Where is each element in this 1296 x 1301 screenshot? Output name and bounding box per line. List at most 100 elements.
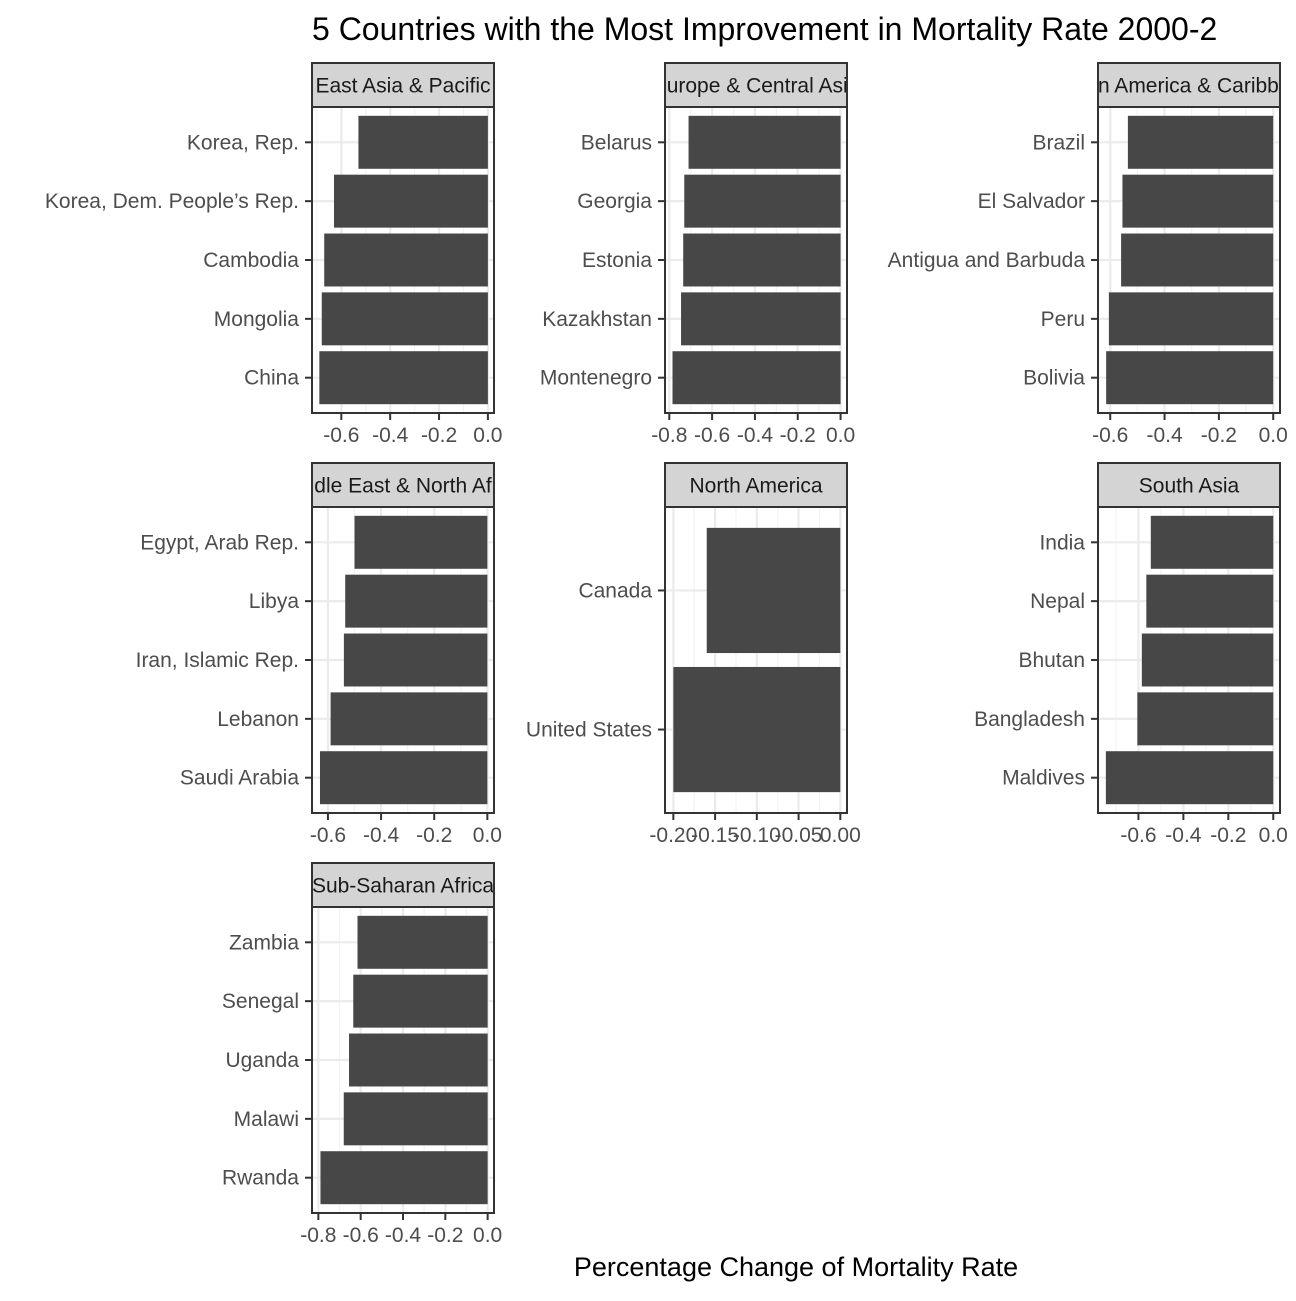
x-tick-label: -0.8	[651, 424, 687, 447]
panel-middle-east-north-africa: Egypt, Arab Rep. Libya Iran, Islamic Rep. L…	[136, 462, 502, 847]
bar-rwanda	[320, 1151, 488, 1205]
y-tick-label: Belarus	[581, 131, 652, 154]
panel-south-asia: India Nepal Bhutan Bangladesh Maldives South …	[974, 462, 1288, 847]
panel-europe-central-asia: Belarus Georgia Estonia Kazakhstan Montenegr…	[540, 62, 860, 447]
bar-china	[319, 351, 488, 405]
y-tick-label: Bangladesh	[974, 708, 1085, 731]
x-tick-label: -0.8	[300, 1224, 336, 1247]
bar-brazil	[1127, 115, 1274, 169]
bar-iran-islamic-rep	[343, 633, 488, 687]
y-tick-label: India	[1039, 531, 1085, 554]
y-tick-label: Bolivia	[1023, 367, 1085, 390]
y-tick-label: El Salvador	[978, 190, 1085, 213]
x-tick-label: -0.4	[363, 824, 400, 847]
bar-nepal	[1146, 574, 1274, 628]
x-tick-label: -0.4	[737, 424, 774, 447]
y-tick-label: Peru	[1041, 308, 1085, 331]
bar-mongolia	[321, 292, 488, 346]
bar-bangladesh	[1137, 692, 1274, 746]
y-tick-label: Estonia	[582, 249, 652, 272]
y-tick-label: Georgia	[577, 190, 652, 213]
bar-montenegro	[672, 351, 841, 405]
bar-bolivia	[1106, 351, 1274, 405]
x-tick-label: -0.2	[1201, 424, 1237, 447]
strip-latin-america-caribbean	[1097, 62, 1281, 108]
bar-india	[1150, 515, 1274, 569]
x-tick-label: -0.2	[416, 824, 452, 847]
x-tick-label: -0.4	[372, 424, 409, 447]
y-tick-label: Nepal	[1030, 590, 1085, 613]
strip-label: North America	[689, 475, 822, 498]
y-tick-label: Brazil	[1032, 131, 1085, 154]
y-tick-label: Kazakhstan	[542, 308, 652, 331]
x-tick-label: -0.6	[310, 824, 346, 847]
x-tick-label: -0.6	[343, 1224, 379, 1247]
y-tick-label: Canada	[578, 579, 652, 602]
panel-latin-america-caribbean: Brazil El Salvador Antigua and Barbuda Peru…	[888, 62, 1296, 447]
bar-saudi-arabia	[319, 751, 488, 805]
bar-korea-dem-people-s-rep	[333, 174, 488, 228]
x-tick-label: 0.0	[826, 424, 855, 447]
y-tick-label: Uganda	[225, 1049, 299, 1072]
x-tick-label: -0.6	[1092, 424, 1128, 447]
panel-east-asia-pacific: Korea, Rep. Korea, Dem. People’s Rep. Camb…	[45, 62, 502, 447]
y-tick-label: Iran, Islamic Rep.	[136, 649, 299, 672]
strip-label: Europe & Central Asia	[653, 75, 860, 98]
x-tick-label: -0.4	[1146, 424, 1183, 447]
bar-bhutan	[1141, 633, 1274, 687]
y-tick-label: Lebanon	[217, 708, 299, 731]
y-tick-label: Egypt, Arab Rep.	[140, 531, 299, 554]
bar-estonia	[683, 233, 841, 287]
bar-maldives	[1105, 751, 1274, 805]
strip-label: East Asia & Pacific	[315, 75, 490, 98]
strip-label: South Asia	[1139, 475, 1240, 498]
y-tick-label: Korea, Rep.	[187, 131, 299, 154]
x-tick-label: 0.0	[1259, 824, 1288, 847]
x-tick-label: 0.0	[473, 1224, 502, 1247]
y-tick-label: China	[244, 367, 299, 390]
bar-georgia	[684, 174, 841, 228]
x-tick-label: -0.15	[691, 824, 739, 847]
bar-uganda	[349, 1033, 488, 1087]
bar-libya	[345, 574, 488, 628]
strip-east-asia-pacific	[311, 62, 495, 108]
x-tick-label: -0.2	[1210, 824, 1246, 847]
y-tick-label: Bhutan	[1018, 649, 1085, 672]
y-tick-label: United States	[526, 719, 652, 742]
bar-egypt-arab-rep	[354, 515, 488, 569]
strip-middle-east-north-africa	[311, 462, 495, 508]
y-tick-label: Antigua and Barbuda	[888, 249, 1086, 272]
x-tick-label: -0.6	[694, 424, 730, 447]
x-tick-label: -0.20	[649, 824, 697, 847]
x-tick-label: -0.6	[1120, 824, 1156, 847]
x-tick-label: -0.05	[775, 824, 823, 847]
x-tick-label: -0.10	[733, 824, 781, 847]
strip-label: Sub-Saharan Africa	[312, 875, 494, 898]
strip-europe-central-asia	[664, 62, 848, 108]
y-tick-label: Korea, Dem. People’s Rep.	[45, 190, 299, 213]
strip-label: Latin America & Caribbean	[1064, 75, 1296, 98]
bar-malawi	[343, 1092, 488, 1146]
y-tick-label: Libya	[249, 590, 300, 613]
y-tick-label: Montenegro	[540, 367, 652, 390]
x-tick-label: -0.2	[421, 424, 457, 447]
y-tick-label: Cambodia	[203, 249, 299, 272]
y-tick-label: Senegal	[222, 990, 299, 1013]
x-tick-label: -0.4	[1165, 824, 1202, 847]
bar-united-states	[673, 666, 841, 793]
x-tick-label: 0.0	[1259, 424, 1288, 447]
y-tick-label: Zambia	[229, 931, 299, 954]
facet-panels: Korea, Rep. Korea, Dem. People’s Rep. Camb…	[45, 62, 1296, 1247]
y-tick-label: Malawi	[234, 1108, 299, 1131]
bar-antigua-and-barbuda	[1121, 233, 1274, 287]
bar-el-salvador	[1122, 174, 1274, 228]
x-tick-label: -0.2	[780, 424, 816, 447]
x-tick-label: -0.4	[385, 1224, 422, 1247]
x-tick-label: -0.6	[323, 424, 359, 447]
x-tick-label: 0.0	[473, 424, 502, 447]
bar-zambia	[357, 915, 488, 969]
bar-korea-rep	[358, 115, 488, 169]
